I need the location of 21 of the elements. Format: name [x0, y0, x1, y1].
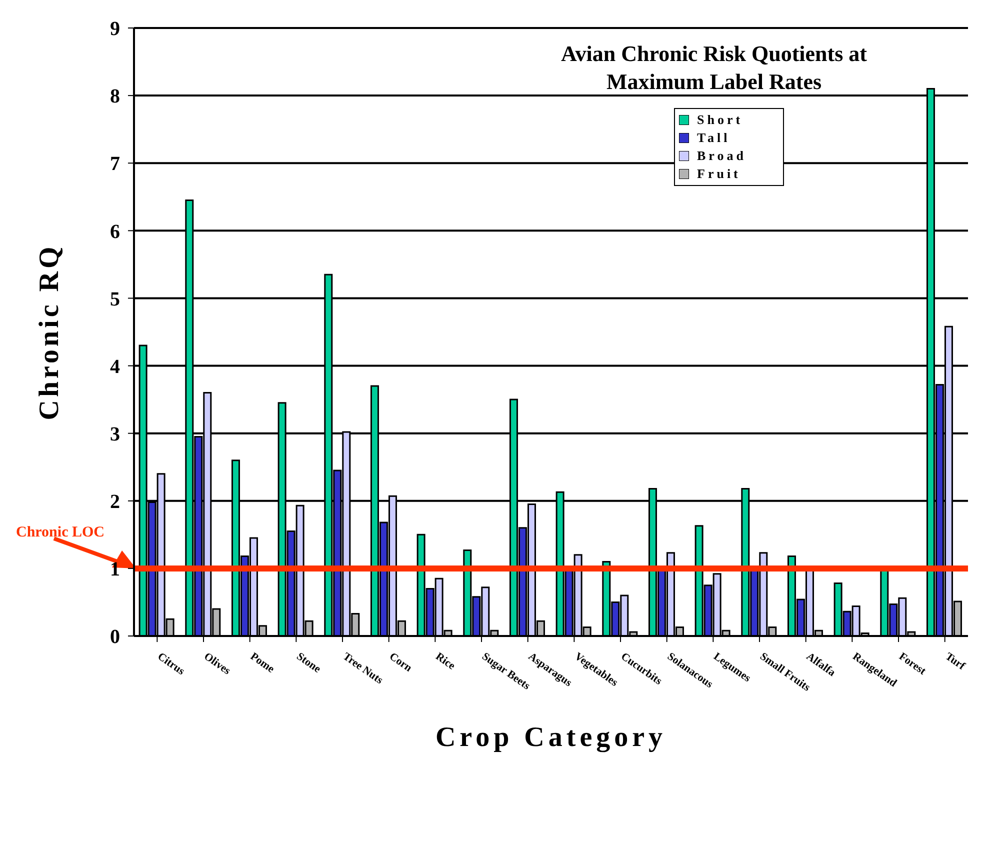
y-tick-label: 2: [110, 490, 120, 513]
x-axis-title: Crop Category: [435, 722, 667, 753]
legend-label: Short: [697, 111, 744, 129]
legend-label: Broad: [697, 147, 746, 165]
ref-line-label: Chronic LOC: [16, 524, 104, 540]
y-tick-label: 7: [110, 153, 120, 176]
y-tick-label: 9: [110, 18, 120, 40]
x-tick-label: Corn: [386, 650, 414, 674]
y-axis-title: Chronic RQ: [34, 244, 65, 420]
y-tick-label: 0: [110, 626, 120, 648]
text: Avian Chronic Risk Quotients at Maximum Label Rates: [560, 40, 868, 96]
x-tick-label: Rice: [433, 650, 458, 672]
y-tick-label: 6: [110, 220, 120, 243]
y-tick-label: 5: [110, 288, 120, 310]
y-tick-label: 3: [110, 423, 120, 446]
legend-label: Fruit: [697, 165, 741, 183]
y-tick-label: 8: [110, 86, 120, 108]
x-tick-label: Tree Nuts: [340, 650, 386, 687]
legend-label: Tall: [697, 129, 730, 147]
y-tick-label: 4: [110, 356, 120, 378]
x-tick-label: Turf: [942, 650, 968, 673]
